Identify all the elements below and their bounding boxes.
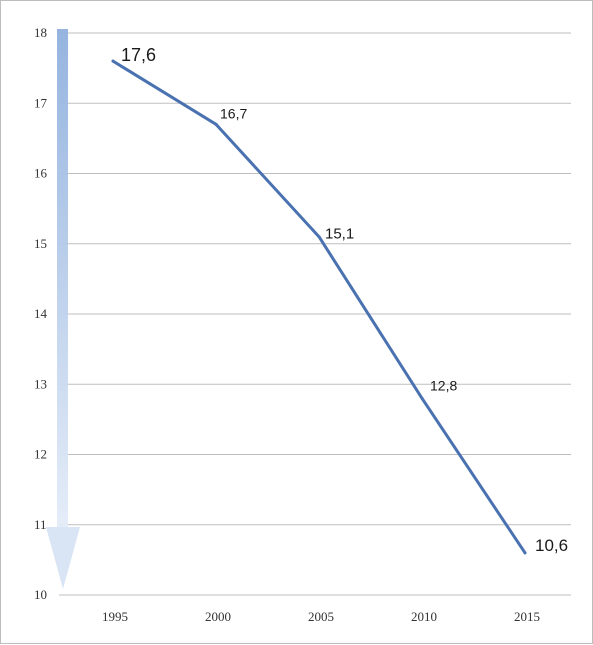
- data-label: 12,8: [430, 377, 457, 393]
- y-tick-label: 13: [34, 376, 47, 391]
- data-label: 10,6: [535, 536, 568, 555]
- x-tick-label: 2010: [411, 609, 437, 624]
- y-tick-label: 18: [34, 25, 47, 40]
- y-tick-label: 14: [34, 306, 48, 321]
- data-labels: 17,6 16,7 15,1 12,8 10,6: [121, 45, 568, 555]
- y-tick-label: 12: [34, 447, 47, 462]
- down-arrow-decoration: [46, 29, 80, 589]
- data-point: [214, 122, 218, 126]
- data-point: [111, 59, 115, 63]
- y-tick-label: 11: [34, 517, 47, 532]
- data-point: [523, 551, 527, 555]
- data-point: [317, 235, 321, 239]
- x-tick-label: 1995: [102, 609, 128, 624]
- y-tick-label: 10: [34, 587, 47, 602]
- series: [111, 59, 527, 555]
- y-tick-label: 15: [34, 236, 47, 251]
- x-axis-ticks: 1995 2000 2005 2010 2015: [102, 609, 540, 624]
- x-tick-label: 2015: [514, 609, 540, 624]
- series-line: [111, 59, 527, 555]
- data-label: 15,1: [325, 226, 354, 243]
- y-tick-label: 16: [34, 166, 48, 181]
- data-label: 16,7: [220, 105, 247, 121]
- gridlines: [59, 32, 571, 596]
- data-point: [420, 396, 424, 400]
- data-label: 17,6: [121, 45, 156, 65]
- y-axis-ticks: 10 11 12 13 14 15 16 17 18: [34, 25, 48, 602]
- down-arrow-head: [46, 527, 80, 589]
- y-tick-label: 17: [34, 95, 48, 110]
- down-arrow-shaft: [57, 29, 68, 529]
- x-tick-label: 2005: [308, 609, 334, 624]
- x-tick-label: 2000: [205, 609, 231, 624]
